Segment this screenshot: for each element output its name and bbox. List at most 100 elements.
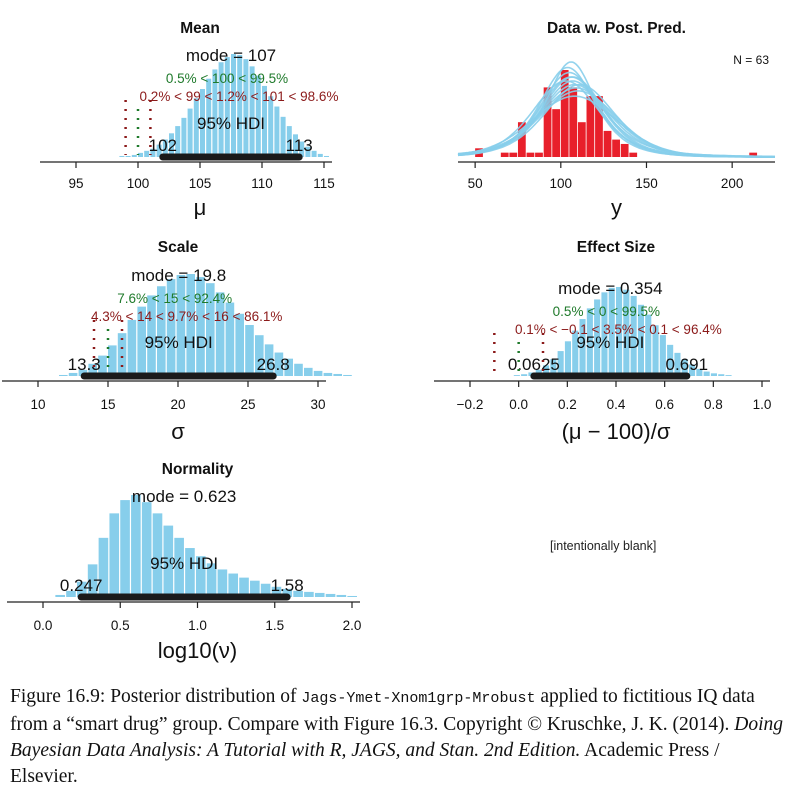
x-tick-label: 0.0 xyxy=(509,397,528,412)
x-tick-label: 115 xyxy=(313,176,335,191)
x-tick-label: 0.5 xyxy=(111,618,130,633)
x-tick-label: 20 xyxy=(170,397,185,412)
hist-bar xyxy=(616,287,623,376)
data-bar xyxy=(595,96,603,157)
caption-book: Doing Bayesian Data Analysis: A Tutorial… xyxy=(10,714,784,761)
panel-title: Effect Size xyxy=(577,239,656,256)
comp-value-label: 7.6% < 15 < 92.4% xyxy=(117,291,232,306)
hist-bar xyxy=(293,590,303,597)
hist-bar xyxy=(206,78,212,157)
hist-bar xyxy=(200,89,205,157)
hist-bar xyxy=(268,96,274,157)
hist-bar xyxy=(239,577,249,597)
hist-bar xyxy=(260,583,271,597)
hist-bar xyxy=(156,144,162,157)
hist-bar xyxy=(304,591,314,597)
hdi-high-label: 1.58 xyxy=(271,576,304,595)
hist-bar xyxy=(280,116,286,157)
x-tick-label: 25 xyxy=(240,397,255,412)
hist-bar xyxy=(293,134,298,157)
hist-bar xyxy=(343,374,352,376)
hist-bar xyxy=(66,590,76,597)
hist-bar xyxy=(608,287,615,376)
hist-bar xyxy=(131,495,141,597)
hist-bar xyxy=(521,374,528,376)
hist-bar xyxy=(108,345,117,376)
x-tick-label: 50 xyxy=(468,176,483,191)
hist-bar xyxy=(271,586,282,597)
figure-caption: Figure 16.9: Posterior distribution of J… xyxy=(10,684,785,790)
data-bar xyxy=(517,122,526,157)
hist-bar xyxy=(255,335,264,376)
data-bar xyxy=(612,139,620,157)
hist-bar xyxy=(88,363,97,376)
hdi-low-label: 13.3 xyxy=(68,355,101,374)
hist-bar xyxy=(218,62,224,157)
x-tick-label: 105 xyxy=(189,176,212,191)
hist-bar xyxy=(314,592,325,597)
x-tick-label: −0.2 xyxy=(457,397,484,412)
caption-prefix: Figure 16.9: Posterior distribution of xyxy=(10,686,302,707)
hist-bar xyxy=(193,98,199,157)
hdi-low-label: 0.0625 xyxy=(508,355,560,374)
hist-bar xyxy=(109,513,120,597)
x-axis-label: (μ − 100)/σ xyxy=(562,419,671,444)
mode-label: mode = 0.354 xyxy=(558,279,662,298)
hist-bar xyxy=(225,302,235,376)
hist-bar xyxy=(294,363,303,376)
hist-bar xyxy=(325,593,336,597)
hist-bar xyxy=(98,537,109,597)
hist-bar xyxy=(645,314,652,376)
hist-bar xyxy=(137,306,146,376)
caption-rest: applied to fictitious IQ data from a “sm… xyxy=(10,686,755,735)
hist-bar xyxy=(696,368,703,376)
hist-bar xyxy=(304,367,313,376)
data-bar xyxy=(552,109,561,157)
hist-bar xyxy=(543,365,550,376)
mode-label: mode = 107 xyxy=(186,46,276,65)
hist-bar xyxy=(264,344,274,376)
hist-bar xyxy=(76,581,87,597)
hist-bar xyxy=(119,155,125,157)
x-tick-label: 0.2 xyxy=(558,397,577,412)
x-tick-label: 0.0 xyxy=(34,618,53,633)
hist-bar xyxy=(243,59,249,157)
x-tick-label: 100 xyxy=(127,176,150,191)
panel-scale: Scale 13.3 26.8 95% HDI mode = 19.8 7.6% < 15… xyxy=(2,239,352,444)
hist-bar xyxy=(224,57,230,158)
hist-bar xyxy=(623,289,630,376)
x-tick-label: 15 xyxy=(100,397,115,412)
x-tick-label: 1.5 xyxy=(265,618,284,633)
data-bar xyxy=(577,122,586,157)
figure: Mean 102 113 95% HDI mode = 107 0.5% < 100 < … xyxy=(2,20,776,663)
hist-bar xyxy=(196,277,205,376)
hist-bar xyxy=(594,299,601,376)
x-tick-label: 110 xyxy=(251,176,273,191)
x-axis-label: μ xyxy=(194,195,207,220)
comp-value-label: 0.5% < 0 < 99.5% xyxy=(553,304,660,319)
x-tick-label: 0.4 xyxy=(607,397,626,412)
hist-bar xyxy=(313,370,323,376)
hist-bar xyxy=(144,150,150,157)
hist-bar xyxy=(255,75,261,157)
panel-title: Data w. Post. Pred. xyxy=(547,20,686,37)
mode-label: mode = 19.8 xyxy=(131,266,226,285)
x-tick-label: 2.0 xyxy=(343,618,362,633)
hist-bar xyxy=(652,325,659,376)
hist-bar xyxy=(217,569,228,597)
data-bar xyxy=(603,130,612,157)
hist-bar xyxy=(55,594,65,597)
panel-mean: Mean 102 113 95% HDI mode = 107 0.5% < 100 < … xyxy=(40,20,338,220)
hist-bar xyxy=(163,525,174,597)
mode-label: mode = 0.623 xyxy=(132,487,236,506)
hist-bar xyxy=(710,373,717,376)
panel-title: Scale xyxy=(158,239,199,256)
hist-bar xyxy=(125,155,131,157)
hist-bar xyxy=(324,155,329,157)
panel-ppc: Data w. Post. Pred. N = 63 50 100 150 200 y xyxy=(457,20,776,220)
hist-bar xyxy=(579,319,586,376)
x-tick-label: 30 xyxy=(310,397,325,412)
hist-bar xyxy=(174,537,184,597)
hdi-high-label: 26.8 xyxy=(257,355,290,374)
hist-bar xyxy=(195,556,206,597)
